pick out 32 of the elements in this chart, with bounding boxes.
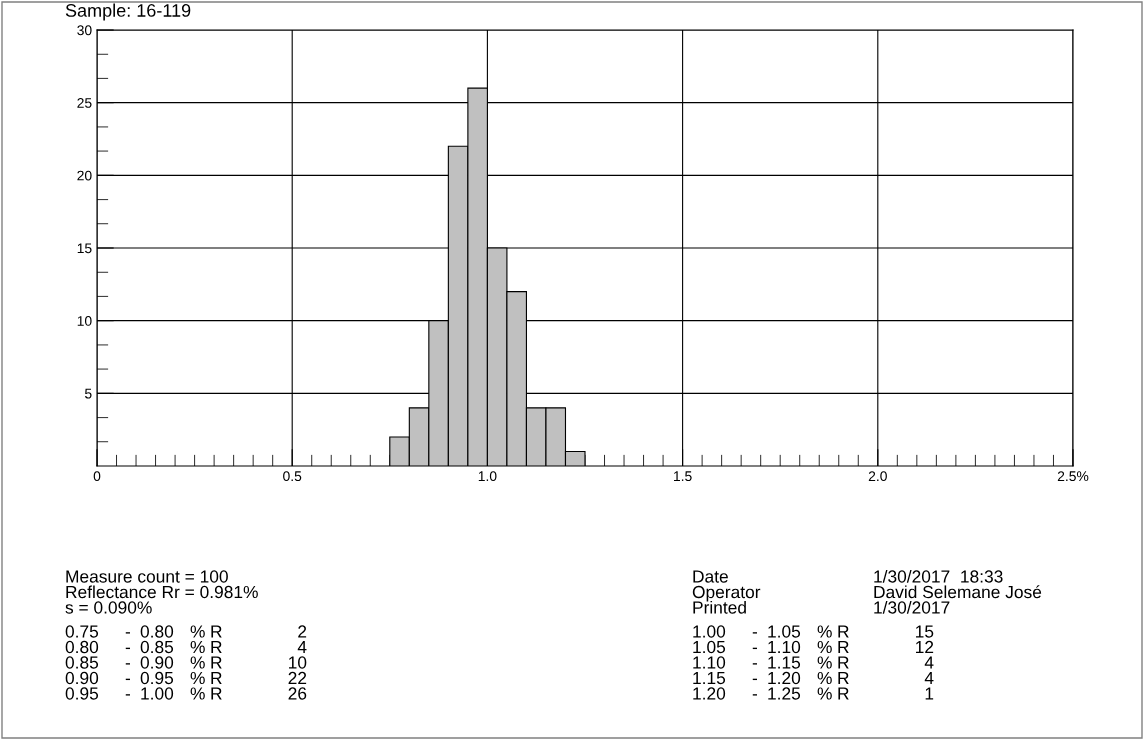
x-tick-label: 0 bbox=[93, 471, 101, 482]
text: Reflectance Rr = 0.981% bbox=[66, 585, 258, 599]
text: David Selemane José bbox=[874, 585, 1042, 599]
y-tick-label: 10 bbox=[77, 316, 92, 326]
text: 1.15 - 1.20 % R 4 bbox=[693, 671, 934, 685]
text: Operator bbox=[692, 585, 761, 602]
x-tick-label: 2.0 bbox=[868, 471, 887, 482]
text: 1/30/2017 bbox=[874, 600, 950, 614]
text: Printed bbox=[693, 600, 746, 614]
chart-title: Sample: 16-119 bbox=[65, 3, 191, 21]
y-tick-label: 15 bbox=[77, 243, 92, 254]
text: 0.95 - 1.00 % R 26 bbox=[65, 687, 307, 700]
text: s = 0.090% bbox=[65, 601, 152, 614]
text: 1/30/2017 18:33 bbox=[874, 569, 1003, 583]
text: 0.75 - 0.80 % R 2 bbox=[65, 625, 307, 638]
y-tick-label: 20 bbox=[77, 170, 92, 181]
text: Date bbox=[693, 570, 728, 583]
text: 1.20 - 1.25 % R 1 bbox=[693, 687, 934, 700]
y-tick-label: 25 bbox=[77, 98, 92, 108]
y-tick-label: 5 bbox=[84, 388, 92, 399]
text: 0.90 - 0.95 % R 22 bbox=[65, 671, 307, 685]
text: 1.00 - 1.05 % R 15 bbox=[693, 625, 934, 638]
x-tick-label: 2.5% bbox=[1057, 471, 1089, 482]
x-tick-label: 1.5 bbox=[674, 471, 692, 482]
text: 1.10 - 1.15 % R 4 bbox=[693, 656, 934, 669]
x-tick-label: 0.5 bbox=[283, 471, 302, 482]
y-tick-label: 30 bbox=[77, 25, 92, 36]
text: 0.85 - 0.90 % R 10 bbox=[65, 656, 307, 669]
text: Measure count = 100 bbox=[66, 570, 228, 583]
x-tick-label: 1.0 bbox=[478, 471, 497, 482]
text: 1.05 - 1.10 % R 12 bbox=[693, 640, 934, 654]
text: 0.80 - 0.85 % R 4 bbox=[65, 640, 307, 654]
